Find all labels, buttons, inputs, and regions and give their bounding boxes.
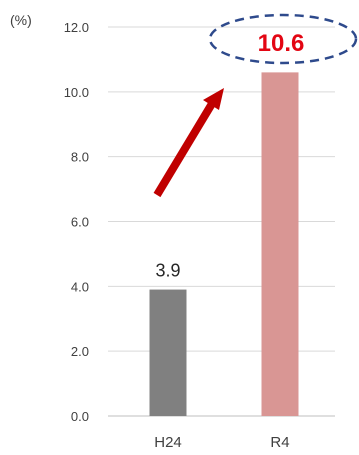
- x-tick-label: R4: [270, 434, 289, 451]
- annotations: [153, 13, 358, 198]
- x-tick-label: H24: [154, 434, 182, 451]
- bars: [149, 72, 299, 416]
- y-axis-tick-labels: 0.0 2.0 4.0 6.0 8.0 10.0 12.0: [64, 20, 89, 424]
- data-label-h24: 3.9: [155, 261, 180, 281]
- y-tick-label: 12.0: [64, 20, 89, 35]
- trend-arrow-shaft: [153, 99, 217, 198]
- highlight-ellipse: [208, 13, 358, 65]
- y-tick-label: 8.0: [71, 150, 89, 165]
- bar-h24: [149, 289, 187, 416]
- x-axis-tick-labels: H24 R4: [154, 434, 289, 451]
- data-labels: 3.9 10.6: [155, 30, 304, 281]
- bar-r4: [261, 72, 299, 416]
- trend-arrow-head: [203, 88, 224, 110]
- y-tick-label: 6.0: [71, 215, 89, 230]
- data-label-r4: 10.6: [258, 30, 305, 57]
- y-tick-label: 2.0: [71, 344, 89, 359]
- y-tick-label: 4.0: [71, 279, 89, 294]
- y-axis-unit-label: (%): [10, 12, 32, 28]
- y-tick-label: 10.0: [64, 85, 89, 100]
- grid-lines: [108, 26, 335, 417]
- y-tick-label: 0.0: [71, 409, 89, 424]
